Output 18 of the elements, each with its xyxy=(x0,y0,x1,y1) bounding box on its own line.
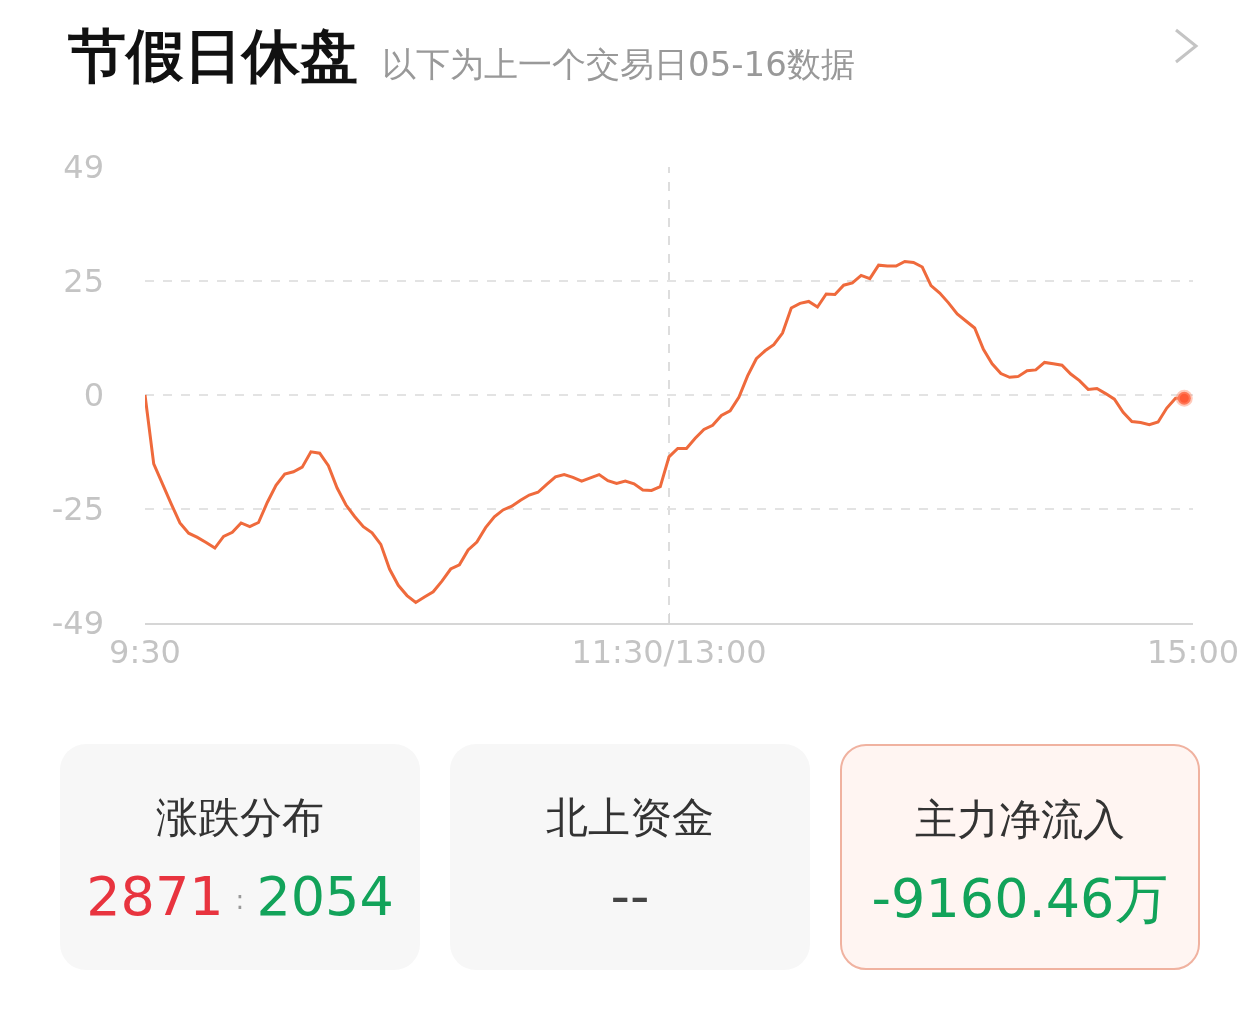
text: : xyxy=(235,885,245,916)
x-tick-label: 11:30/13:00 xyxy=(571,633,767,672)
chart-subtitle: 以下为上一个交易日05-16数据 xyxy=(382,44,855,84)
x-tick-label: 9:30 xyxy=(109,633,181,672)
text: 主力净流入 xyxy=(914,794,1126,846)
y-tick-label: 25 xyxy=(63,262,104,301)
text: 北上资金 xyxy=(545,792,715,844)
text: 涨跌分布 xyxy=(155,792,325,844)
y-tick-label: 0 xyxy=(83,376,104,415)
chart-title: 节假日休盘 xyxy=(68,22,358,90)
text: 2871 xyxy=(86,865,224,928)
y-tick-label: -25 xyxy=(51,490,104,529)
text: -9160.46万 xyxy=(871,867,1169,930)
text: -- xyxy=(610,865,650,928)
y-tick-label: 49 xyxy=(63,148,104,187)
y-tick-label: -49 xyxy=(51,604,104,643)
text: 2054 xyxy=(256,865,394,928)
x-tick-label: 15:00 xyxy=(1146,633,1240,672)
